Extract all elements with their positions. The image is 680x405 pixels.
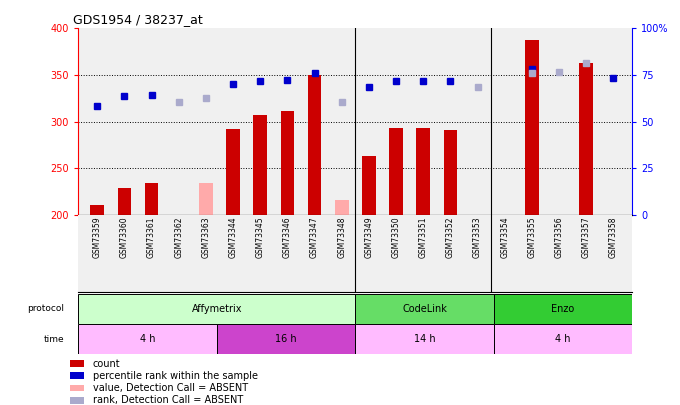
Bar [579,63,593,215]
Bar [254,115,267,215]
Bar [356,215,382,292]
FancyBboxPatch shape [355,294,494,324]
Text: GSM73361: GSM73361 [147,216,156,258]
Bar [301,215,328,292]
Text: GSM73348: GSM73348 [337,216,346,258]
Text: protocol: protocol [27,304,65,313]
FancyBboxPatch shape [494,294,632,324]
Text: GSM73349: GSM73349 [364,216,373,258]
Bar [199,183,213,215]
Text: 14 h: 14 h [413,334,435,344]
Text: GSM73347: GSM73347 [310,216,319,258]
Text: GSM73357: GSM73357 [581,216,591,258]
Bar [84,215,111,292]
Bar [111,215,138,292]
Bar [437,215,464,292]
Text: count: count [93,359,120,369]
Bar [247,215,274,292]
Text: 16 h: 16 h [275,334,297,344]
Bar [464,215,491,292]
Bar [165,215,192,292]
Bar [70,373,84,379]
Text: GSM73355: GSM73355 [528,216,537,258]
Bar [362,156,375,215]
Bar [138,215,165,292]
Bar [525,40,539,215]
Text: 4 h: 4 h [139,334,155,344]
Text: Affymetrix: Affymetrix [192,304,242,314]
Text: percentile rank within the sample: percentile rank within the sample [93,371,258,381]
Text: time: time [44,335,65,344]
Text: GSM73356: GSM73356 [555,216,564,258]
Bar [328,215,355,292]
Bar [118,188,131,215]
Bar [600,215,627,292]
Text: GSM73345: GSM73345 [256,216,265,258]
FancyBboxPatch shape [217,324,355,354]
Bar [145,183,158,215]
Bar [573,215,600,292]
Bar [70,360,84,367]
Bar [70,397,84,403]
Bar [389,128,403,215]
Text: GSM73350: GSM73350 [392,216,401,258]
Bar [226,129,240,215]
Bar [443,130,457,215]
Bar [274,215,301,292]
Bar [518,215,545,292]
FancyBboxPatch shape [78,324,217,354]
Bar [545,215,573,292]
Bar [491,215,518,292]
Bar [409,215,437,292]
FancyBboxPatch shape [494,324,632,354]
Text: GDS1954 / 38237_at: GDS1954 / 38237_at [73,13,203,26]
Text: CodeLink: CodeLink [402,304,447,314]
FancyBboxPatch shape [355,324,494,354]
Text: GSM73362: GSM73362 [174,216,183,258]
Bar [70,385,84,391]
Bar [335,200,349,215]
Text: rank, Detection Call = ABSENT: rank, Detection Call = ABSENT [93,395,243,405]
Text: GSM73353: GSM73353 [473,216,482,258]
Text: GSM73344: GSM73344 [228,216,237,258]
Text: GSM73363: GSM73363 [201,216,210,258]
FancyBboxPatch shape [78,294,355,324]
Text: GSM73346: GSM73346 [283,216,292,258]
Text: GSM73351: GSM73351 [419,216,428,258]
Text: Enzo: Enzo [551,304,575,314]
Bar [192,215,220,292]
Text: 4 h: 4 h [556,334,571,344]
Bar [308,75,322,215]
Text: GSM73352: GSM73352 [446,216,455,258]
Bar [220,215,247,292]
Text: GSM73360: GSM73360 [120,216,129,258]
Text: GSM73358: GSM73358 [609,216,618,258]
Text: GSM73359: GSM73359 [92,216,102,258]
Bar [382,215,409,292]
Bar [90,205,104,215]
Text: value, Detection Call = ABSENT: value, Detection Call = ABSENT [93,383,248,393]
Bar [281,111,294,215]
Bar [416,128,430,215]
Text: GSM73354: GSM73354 [500,216,509,258]
